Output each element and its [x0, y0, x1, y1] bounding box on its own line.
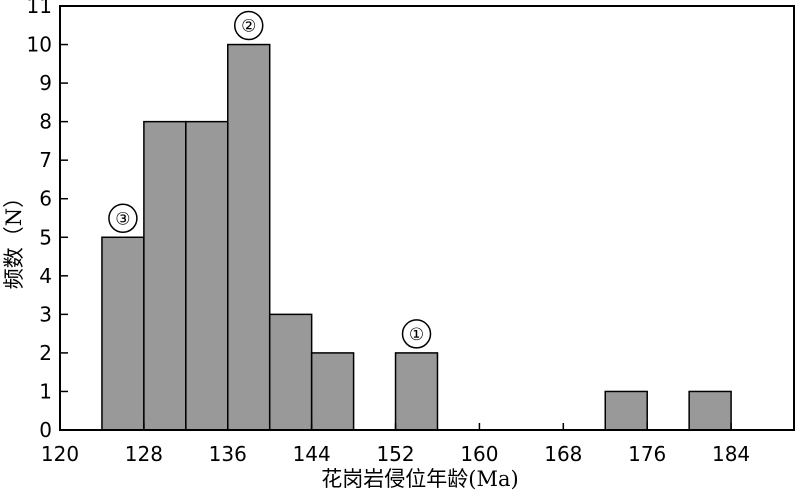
x-tick-label: 176 [628, 442, 666, 466]
y-tick-label: 3 [39, 302, 52, 326]
histogram-bar [604, 390, 648, 431]
y-tick-label: 6 [39, 187, 52, 211]
x-axis-title: 花岗岩侵位年龄(Ma) [321, 467, 518, 491]
plot-frame [59, 5, 795, 431]
y-axis-title: 频数（N） [2, 187, 26, 289]
histogram-bar [268, 313, 313, 431]
annotation-label: ③ [115, 209, 130, 229]
x-tick-label: 120 [41, 442, 79, 466]
y-tick-label: 0 [39, 418, 52, 442]
y-tick-label: 1 [39, 379, 52, 403]
x-tick-label: 160 [460, 442, 498, 466]
y-tick-label: 9 [39, 71, 52, 95]
annotation-circle [233, 10, 264, 41]
y-tick-label: 5 [39, 225, 52, 249]
y-tick-label: 7 [39, 148, 52, 172]
histogram-bar [310, 352, 355, 431]
y-tick-label: 8 [39, 110, 52, 134]
y-tick-label: 4 [39, 264, 52, 288]
y-axis: 0 1 2 3 4 5 6 7 8 9 10 11 [27, 0, 68, 442]
x-tick-label: 152 [376, 442, 414, 466]
histogram-bar [185, 120, 229, 431]
y-tick-label: 10 [27, 33, 52, 57]
bars-group [101, 43, 732, 431]
histogram-bar [688, 390, 732, 431]
histogram-bar [143, 120, 187, 431]
annotation-label: ① [409, 325, 424, 345]
x-tick-label: 144 [293, 442, 331, 466]
histogram-bar [227, 43, 271, 431]
x-tick-label: 136 [209, 442, 247, 466]
x-tick-label: 128 [125, 442, 163, 466]
histogram-bar [101, 236, 145, 431]
x-axis: 120 128 136 144 152 160 168 176 184 [41, 423, 750, 466]
annotation-circle [401, 319, 432, 349]
x-tick-label: 184 [712, 442, 750, 466]
y-tick-label: 2 [39, 341, 52, 365]
x-tick-label: 168 [544, 442, 582, 466]
annotation-label: ② [241, 17, 256, 37]
histogram-bar [394, 352, 439, 431]
y-tick-label: 11 [27, 0, 52, 18]
annotation-circle [108, 203, 138, 234]
annotations-group: ③ ② ① [108, 10, 432, 349]
